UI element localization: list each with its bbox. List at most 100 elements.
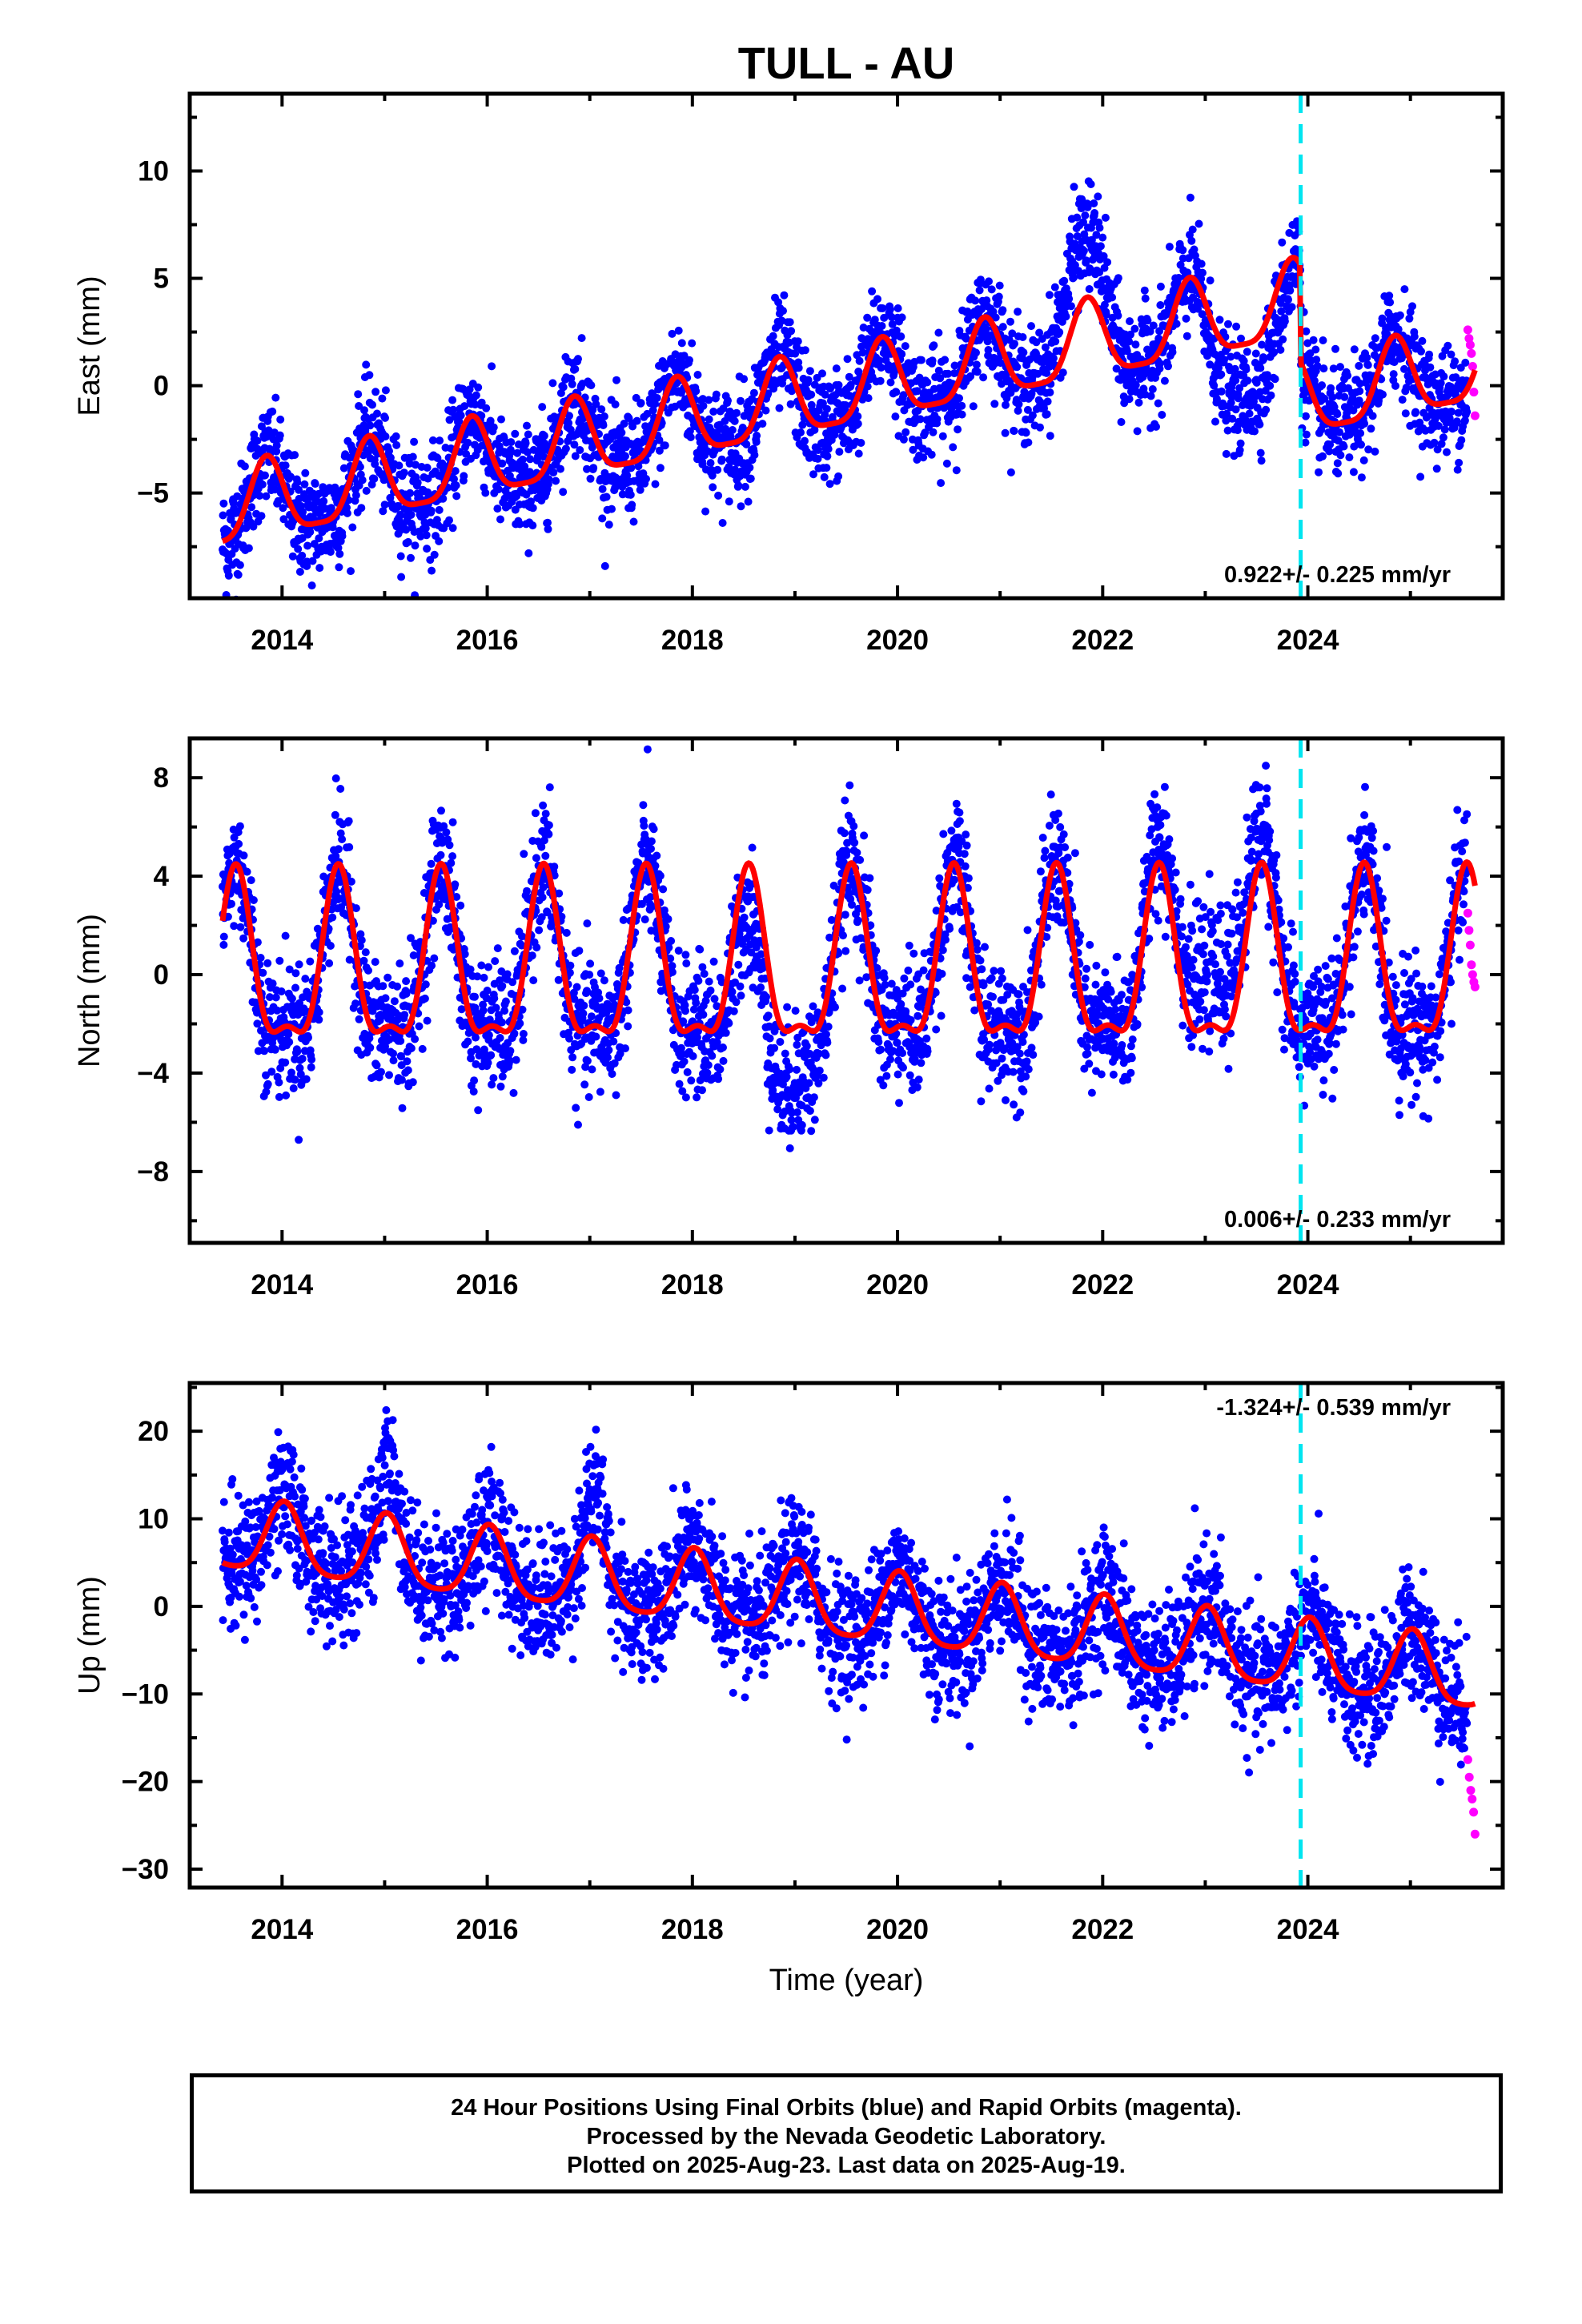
final-orbit-point bbox=[361, 948, 370, 957]
final-orbit-point bbox=[655, 436, 664, 444]
final-orbit-point bbox=[372, 1061, 381, 1070]
final-orbit-point bbox=[1350, 345, 1359, 354]
final-orbit-point bbox=[1436, 379, 1445, 388]
final-orbit-point bbox=[568, 1065, 576, 1074]
final-orbit-point bbox=[1257, 456, 1266, 465]
final-orbit-point bbox=[490, 994, 499, 1003]
final-orbit-point bbox=[627, 464, 636, 472]
final-orbit-point bbox=[875, 356, 884, 365]
final-orbit-point bbox=[588, 443, 596, 452]
final-orbit-point bbox=[402, 525, 411, 534]
final-orbit-point bbox=[291, 1076, 299, 1084]
final-orbit-point bbox=[1398, 396, 1407, 404]
final-orbit-point bbox=[1433, 445, 1442, 454]
final-orbit-point bbox=[411, 1035, 420, 1043]
final-orbit-point bbox=[1231, 376, 1240, 384]
final-orbit-point bbox=[740, 375, 749, 384]
final-orbit-point bbox=[709, 957, 718, 966]
final-orbit-point bbox=[930, 341, 938, 350]
rapid-orbit-point bbox=[1470, 411, 1480, 420]
final-orbit-point bbox=[1085, 285, 1094, 293]
final-orbit-point bbox=[577, 334, 586, 343]
final-orbit-point bbox=[268, 979, 277, 988]
final-orbit-point bbox=[281, 931, 290, 940]
final-orbit-point bbox=[1024, 438, 1033, 447]
final-orbit-point bbox=[291, 983, 299, 992]
final-orbit-point bbox=[271, 1045, 279, 1054]
final-orbit-point bbox=[1187, 236, 1196, 245]
final-orbit-point bbox=[235, 561, 244, 569]
final-orbit-point bbox=[559, 383, 568, 392]
final-orbit-point bbox=[422, 531, 431, 540]
final-orbit-point bbox=[1455, 458, 1464, 467]
final-orbit-point bbox=[863, 313, 872, 322]
plot-area-north bbox=[219, 745, 1480, 1152]
final-orbit-point bbox=[1114, 274, 1122, 283]
final-orbit-point bbox=[934, 366, 943, 375]
final-orbit-point bbox=[998, 306, 1007, 315]
final-orbit-point bbox=[479, 1006, 488, 1015]
final-orbit-point bbox=[385, 1071, 393, 1080]
final-orbit-point bbox=[326, 548, 335, 557]
final-orbit-point bbox=[472, 391, 480, 400]
final-orbit-point bbox=[736, 982, 745, 991]
final-orbit-point bbox=[1140, 286, 1149, 295]
final-orbit-point bbox=[976, 275, 985, 284]
final-orbit-point bbox=[725, 463, 733, 471]
final-orbit-point bbox=[818, 369, 826, 378]
final-orbit-point bbox=[1126, 330, 1134, 339]
final-orbit-point bbox=[718, 519, 727, 527]
final-orbit-point bbox=[1006, 317, 1014, 326]
final-orbit-point bbox=[901, 342, 909, 351]
final-orbit-point bbox=[566, 425, 575, 434]
final-orbit-point bbox=[325, 959, 334, 967]
final-orbit-point bbox=[1164, 362, 1172, 371]
final-orbit-point bbox=[950, 361, 959, 370]
final-orbit-point bbox=[690, 986, 699, 995]
final-orbit-point bbox=[995, 281, 1004, 290]
final-orbit-point bbox=[271, 993, 280, 1002]
final-orbit-point bbox=[954, 425, 962, 434]
final-orbit-point bbox=[1222, 416, 1231, 425]
final-orbit-point bbox=[1049, 354, 1058, 363]
final-orbit-point bbox=[1320, 394, 1329, 403]
rapid-orbit-point bbox=[1468, 362, 1477, 371]
final-orbit-point bbox=[407, 510, 416, 519]
final-orbit-point bbox=[489, 1074, 498, 1083]
final-orbit-point bbox=[680, 1057, 689, 1066]
final-orbit-point bbox=[253, 938, 262, 947]
final-orbit-point bbox=[757, 983, 765, 991]
final-orbit-point bbox=[347, 567, 355, 576]
final-orbit-point bbox=[272, 447, 281, 456]
final-orbit-point bbox=[497, 1018, 506, 1027]
final-orbit-point bbox=[256, 954, 265, 962]
final-orbit-point bbox=[523, 421, 531, 430]
final-orbit-point bbox=[1319, 452, 1327, 460]
final-orbit-point bbox=[913, 387, 921, 396]
final-orbit-point bbox=[477, 398, 486, 407]
final-orbit-point bbox=[1045, 291, 1054, 300]
final-orbit-point bbox=[1400, 285, 1409, 294]
final-orbit-point bbox=[741, 482, 749, 491]
final-orbit-point bbox=[474, 383, 483, 392]
final-orbit-point bbox=[456, 411, 465, 420]
final-orbit-point bbox=[1028, 411, 1037, 420]
final-orbit-point bbox=[1035, 328, 1044, 337]
final-orbit-point bbox=[1178, 246, 1187, 255]
final-orbit-point bbox=[275, 956, 284, 965]
final-orbit-point bbox=[266, 993, 274, 1002]
final-orbit-point bbox=[734, 960, 743, 969]
final-orbit-point bbox=[1143, 316, 1152, 325]
final-orbit-point bbox=[689, 1051, 697, 1060]
final-orbit-point bbox=[487, 1051, 496, 1059]
final-orbit-point bbox=[295, 485, 303, 494]
final-orbit-point bbox=[354, 390, 363, 399]
final-orbit-point bbox=[328, 913, 337, 922]
final-orbit-point bbox=[532, 854, 540, 862]
final-orbit-point bbox=[285, 1038, 294, 1047]
final-orbit-point bbox=[971, 296, 980, 305]
final-orbit-point bbox=[381, 413, 389, 422]
final-orbit-point bbox=[737, 502, 745, 511]
final-orbit-point bbox=[1460, 416, 1469, 424]
final-orbit-point bbox=[351, 904, 360, 913]
